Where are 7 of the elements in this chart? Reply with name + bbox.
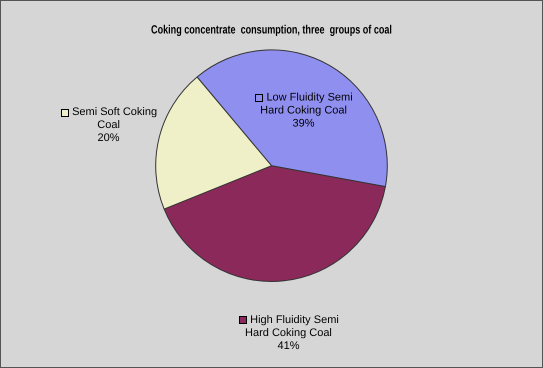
data-label: 39% [292, 118, 315, 130]
data-label: 41% [277, 340, 300, 352]
chart-title: Coking concentrate consumption, three groups of coal [151, 23, 392, 37]
data-label: 20% [98, 132, 120, 144]
legend-label: Low Fluidity Semi Hard Coking Coal [260, 92, 353, 117]
legend-label: Semi Soft Coking Coal [72, 106, 158, 132]
legend-label: High Fluidity Semi Hard Coking Coal [245, 314, 339, 339]
